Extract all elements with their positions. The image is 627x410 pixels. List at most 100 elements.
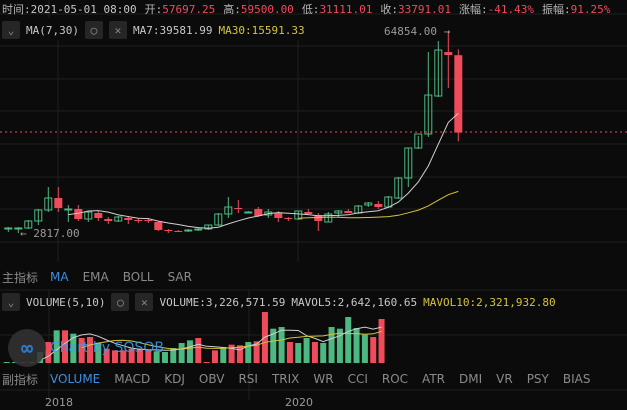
x-axis-label: 2020 [285, 396, 313, 409]
tab-atr[interactable]: ATR [422, 372, 445, 386]
volume-bar [145, 350, 152, 363]
candle-up [214, 213, 223, 226]
volume-bars [3, 312, 385, 363]
tab-vr[interactable]: VR [496, 372, 513, 386]
collapse-chevron-icon[interactable]: ⌄ [2, 293, 20, 311]
sub-indicator-tabs: 副指标 VOLUME MACD KDJ OBV RSI TRIX WR CCI ROC ATR DM… [2, 370, 604, 388]
candle-down [144, 219, 153, 222]
tab-ma[interactable]: MA [50, 270, 69, 284]
tab-psy[interactable]: PSY [526, 372, 549, 386]
volume-bar [153, 351, 160, 363]
collapse-chevron-icon[interactable]: ⌄ [2, 21, 20, 39]
candle-down [234, 208, 243, 210]
volume-bar [270, 328, 277, 363]
mavol5-value: MAVOL5:2,642,160.65 [291, 295, 418, 309]
tab-boll[interactable]: BOLL [122, 270, 154, 284]
candle-up [334, 210, 343, 214]
volume-indicator-name: VOLUME(5,10) [26, 295, 106, 309]
ma30-line [298, 190, 459, 219]
candle-down [284, 217, 293, 219]
volume-bar [228, 344, 235, 363]
candle-down [134, 219, 143, 222]
candle-up [184, 229, 193, 232]
main-indicator-tabs: 主指标 MA EMA BOLL SAR [2, 268, 206, 286]
open-label: 开: [144, 3, 163, 16]
low-value: 31111.01 [319, 2, 373, 16]
candle-up [404, 147, 413, 179]
tab-trix[interactable]: TRIX [271, 372, 300, 386]
candle-up [224, 206, 233, 215]
volume-bar [103, 348, 110, 363]
time-value: 2021-05-01 08:00 [30, 2, 137, 16]
candle-down [304, 211, 313, 215]
tab-kdj[interactable]: KDJ [164, 372, 185, 386]
watermark-text: Chart by SOSOB [50, 340, 164, 356]
sub-indicator-label: 副指标 [2, 372, 39, 387]
mavol5-line [39, 326, 382, 361]
candle-down [74, 208, 83, 219]
candle-up [244, 211, 253, 214]
volume-bar [3, 362, 10, 363]
tab-dmi[interactable]: DMI [459, 372, 483, 386]
high-value: 59500.00 [240, 2, 294, 16]
candle-up [44, 197, 53, 211]
volume-bar [136, 348, 143, 363]
volume-bar [295, 343, 302, 363]
candle-up [24, 220, 33, 229]
ma7-line [68, 112, 459, 229]
volume-bar [87, 336, 93, 363]
tab-wr[interactable]: WR [313, 372, 334, 386]
close-icon[interactable]: ✕ [108, 21, 127, 39]
candle-up [434, 49, 443, 97]
ma30-value: MA30:15591.33 [218, 23, 305, 37]
candle-down [174, 231, 183, 233]
main-indicator-name: MA(7,30) [26, 23, 79, 37]
volume-bar [211, 350, 218, 363]
volume-bar [303, 338, 310, 363]
volume-bar [370, 336, 377, 363]
volume-bar [186, 340, 193, 363]
candle-down [54, 197, 63, 209]
tab-sar[interactable]: SAR [167, 270, 192, 284]
candle-down [104, 218, 113, 222]
tab-macd[interactable]: MACD [114, 372, 151, 386]
volume-bar [245, 342, 252, 363]
candle-down [94, 212, 103, 218]
settings-icon[interactable]: ◯ [111, 293, 130, 311]
volume-bar [128, 348, 135, 363]
candle-up [64, 208, 73, 211]
tab-obv[interactable]: OBV [198, 372, 225, 386]
mavol10-value: MAVOL10:2,321,932.80 [423, 295, 556, 309]
ohlc-header: 时间: 2021-05-01 08:00 开: 57697.25 高: 59500.0… [2, 0, 610, 18]
high-label: 高: [223, 3, 241, 16]
grid [0, 0, 627, 400]
volume-bar [161, 352, 168, 363]
tab-bias[interactable]: BIAS [562, 372, 591, 386]
tab-roc[interactable]: ROC [381, 372, 409, 386]
tab-rsi[interactable]: RSI [238, 372, 258, 386]
time-label: 时间: [2, 3, 31, 16]
volume-bar [320, 343, 327, 363]
tab-cci[interactable]: CCI [347, 372, 368, 386]
x-axis-label: 2018 [45, 396, 73, 409]
candle-up [114, 216, 123, 222]
volume-legend: ⌄ VOLUME(5,10) ◯ ✕ VOLUME:3,226,571.59 M… [2, 293, 556, 311]
candle-down [254, 208, 263, 217]
volume-bar [45, 342, 52, 363]
volume-bar [253, 341, 260, 363]
volume-bar [220, 346, 227, 363]
tab-ema[interactable]: EMA [82, 270, 109, 284]
settings-icon[interactable]: ◯ [84, 21, 103, 39]
candle-up [4, 227, 13, 230]
volume-bar [195, 338, 202, 363]
sosob-logo-icon: ∞ [8, 329, 46, 367]
volume-bar [353, 328, 360, 363]
close-icon[interactable]: ✕ [135, 293, 154, 311]
volume-bar [53, 330, 60, 363]
volume-bar [378, 318, 385, 363]
candle-up [194, 228, 203, 231]
tab-volume[interactable]: VOLUME [50, 372, 101, 386]
candle-up [394, 177, 403, 199]
candle-up [34, 209, 43, 222]
